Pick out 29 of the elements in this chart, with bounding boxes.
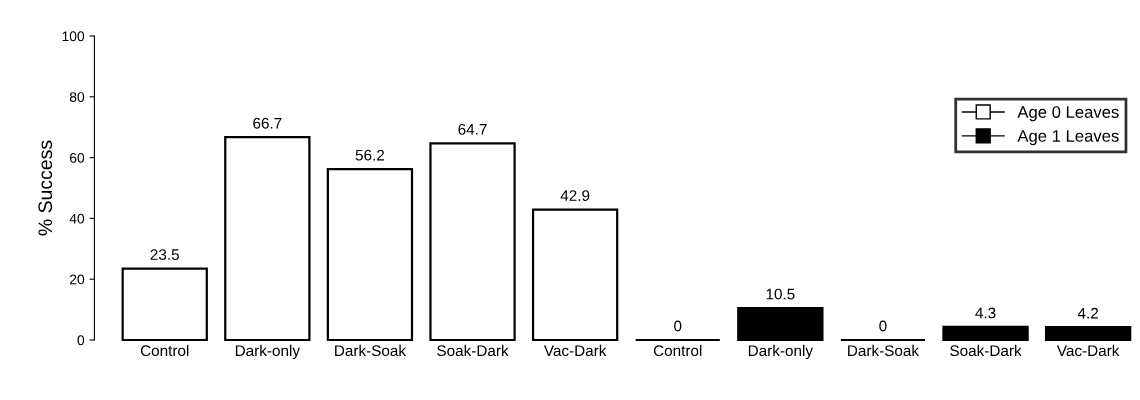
x-tick-label: Vac-Dark xyxy=(543,344,607,357)
y-tick-label: 20 xyxy=(69,274,85,285)
y-tick-label: 0 xyxy=(77,335,85,346)
data-label: 56.2 xyxy=(355,149,385,161)
y-tick-label: 80 xyxy=(69,92,85,102)
x-tick-label: Control xyxy=(653,344,702,357)
y-tick-label: 100 xyxy=(62,31,85,42)
x-tick-label: Control xyxy=(140,344,189,357)
data-label: 0 xyxy=(674,320,682,332)
data-label: 23.5 xyxy=(150,249,179,260)
data-label: 4.3 xyxy=(975,307,996,319)
data-label: 4.2 xyxy=(1077,307,1098,319)
x-tick-label: Dark-Soak xyxy=(335,344,407,357)
legend-label: Age 0 Leaves xyxy=(1017,106,1119,122)
data-label: 10.5 xyxy=(766,288,795,300)
x-tick-label: Dark-Soak xyxy=(848,344,920,357)
y-axis-title: % Success xyxy=(38,140,53,236)
y-tick-label: 40 xyxy=(69,213,85,224)
legend-label: Age 1 Leaves xyxy=(1017,130,1119,146)
data-label: 42.9 xyxy=(560,190,590,202)
x-tick-label: Soak-Dark xyxy=(437,344,509,357)
x-tick-label: Dark-only xyxy=(748,344,813,360)
x-tick-label: Dark-only xyxy=(235,344,300,360)
x-tick-label: Soak-Dark xyxy=(950,344,1022,357)
data-label: 64.7 xyxy=(458,123,487,135)
data-label: 0 xyxy=(879,320,887,332)
data-label: 66.7 xyxy=(253,117,282,129)
x-tick-label: Vac-Dark xyxy=(1056,344,1120,357)
y-tick-label: 60 xyxy=(69,152,85,163)
